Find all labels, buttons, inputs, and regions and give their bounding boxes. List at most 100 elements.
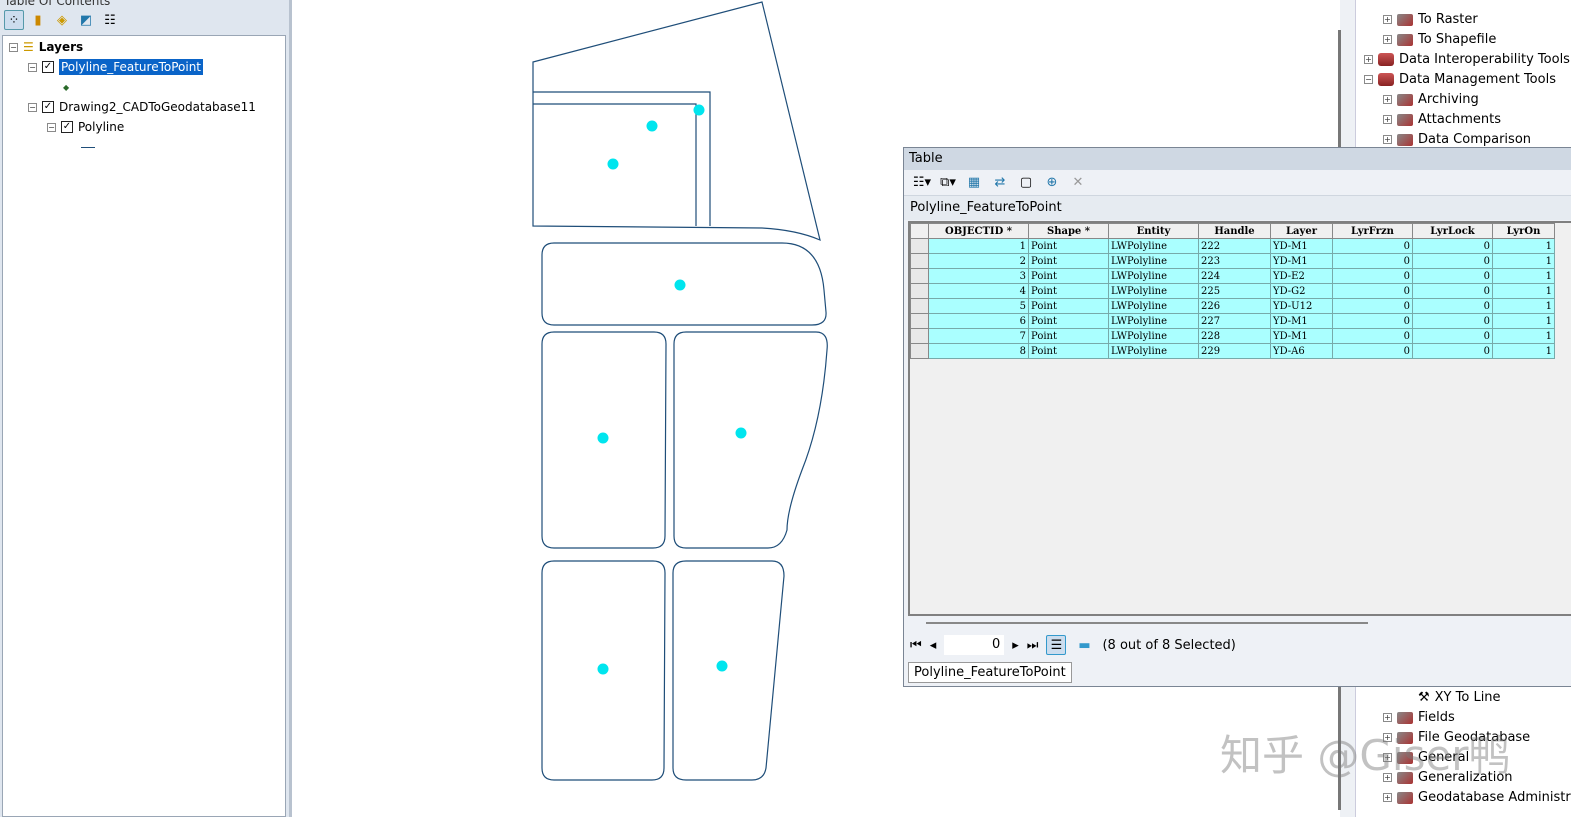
- expand-icon[interactable]: +: [1383, 95, 1392, 104]
- column-header[interactable]: OBJECTID *: [928, 223, 1029, 239]
- table-cell[interactable]: 0: [1412, 298, 1493, 314]
- expand-icon[interactable]: +: [1383, 713, 1392, 722]
- table-cell[interactable]: 0: [1412, 328, 1493, 344]
- row-selector[interactable]: [910, 298, 929, 314]
- table-cell[interactable]: 226: [1198, 298, 1271, 314]
- table-cell[interactable]: Point: [1028, 343, 1109, 359]
- toolset-item[interactable]: To Shapefile: [1418, 32, 1497, 47]
- table-cell[interactable]: 0: [1332, 313, 1413, 329]
- layer-item[interactable]: Drawing2_CADToGeodatabase11: [59, 100, 256, 114]
- collapse-icon[interactable]: −: [28, 62, 37, 72]
- table-cell[interactable]: 0: [1332, 238, 1413, 254]
- table-cell[interactable]: 1: [1492, 238, 1555, 254]
- table-cell[interactable]: 0: [1332, 283, 1413, 299]
- tool-item[interactable]: XY To Line: [1434, 690, 1501, 705]
- row-selector[interactable]: [910, 268, 929, 284]
- table-cell[interactable]: YD-A6: [1270, 343, 1333, 359]
- table-cell[interactable]: LWPolyline: [1108, 313, 1199, 329]
- table-cell[interactable]: 1: [1492, 253, 1555, 269]
- table-cell[interactable]: 5: [928, 298, 1029, 314]
- table-cell[interactable]: 223: [1198, 253, 1271, 269]
- table-cell[interactable]: 1: [1492, 343, 1555, 359]
- table-cell[interactable]: LWPolyline: [1108, 283, 1199, 299]
- toolset-item[interactable]: Generalization: [1418, 770, 1513, 785]
- table-row[interactable]: 1 Point LWPolyline 222 YD-M1 0 0 1: [910, 238, 1555, 254]
- table-cell[interactable]: LWPolyline: [1108, 253, 1199, 269]
- layer-item[interactable]: Polyline: [78, 120, 125, 134]
- table-cell[interactable]: 222: [1198, 238, 1271, 254]
- table-cell[interactable]: YD-M1: [1270, 238, 1333, 254]
- toolbox-item[interactable]: Data Management Tools: [1399, 72, 1556, 87]
- table-cell[interactable]: 227: [1198, 313, 1271, 329]
- row-selector[interactable]: [910, 283, 929, 299]
- column-header[interactable]: LyrFrzn: [1332, 223, 1413, 239]
- table-row[interactable]: 2 Point LWPolyline 223 YD-M1 0 0 1: [910, 253, 1555, 269]
- table-cell[interactable]: LWPolyline: [1108, 343, 1199, 359]
- table-cell[interactable]: 0: [1412, 283, 1493, 299]
- list-by-visibility-icon[interactable]: ◈: [57, 12, 67, 28]
- toolset-item[interactable]: Attachments: [1418, 112, 1501, 127]
- table-options-icon[interactable]: ☷▾: [912, 175, 932, 190]
- table-cell[interactable]: Point: [1028, 238, 1109, 254]
- table-cell[interactable]: 0: [1412, 313, 1493, 329]
- table-cell[interactable]: YD-M1: [1270, 313, 1333, 329]
- table-cell[interactable]: 1: [928, 238, 1029, 254]
- row-selector[interactable]: [910, 313, 929, 329]
- table-cell[interactable]: 1: [1492, 283, 1555, 299]
- layer-checkbox[interactable]: ✓: [42, 101, 54, 113]
- table-cell[interactable]: Point: [1028, 283, 1109, 299]
- row-selector[interactable]: [910, 328, 929, 344]
- first-record-icon[interactable]: ⏮: [910, 637, 922, 653]
- expand-icon[interactable]: +: [1383, 793, 1392, 802]
- table-cell[interactable]: 0: [1332, 253, 1413, 269]
- table-cell[interactable]: 0: [1412, 343, 1493, 359]
- table-cell[interactable]: YD-U12: [1270, 298, 1333, 314]
- table-cell[interactable]: 1: [1492, 328, 1555, 344]
- table-cell[interactable]: 1: [1492, 313, 1555, 329]
- collapse-icon[interactable]: −: [9, 42, 18, 52]
- column-header[interactable]: LyrLock: [1412, 223, 1493, 239]
- row-selector[interactable]: [910, 238, 929, 254]
- row-selector[interactable]: [910, 253, 929, 269]
- column-header[interactable]: Shape *: [1028, 223, 1109, 239]
- table-cell[interactable]: 1: [1492, 268, 1555, 284]
- table-cell[interactable]: YD-M1: [1270, 328, 1333, 344]
- select-by-attributes-icon[interactable]: ▦: [967, 175, 981, 190]
- expand-icon[interactable]: +: [1383, 35, 1392, 44]
- table-row[interactable]: 6 Point LWPolyline 227 YD-M1 0 0 1: [910, 313, 1555, 329]
- table-cell[interactable]: YD-M1: [1270, 253, 1333, 269]
- table-cell[interactable]: 6: [928, 313, 1029, 329]
- table-cell[interactable]: YD-E2: [1270, 268, 1333, 284]
- previous-record-icon[interactable]: ◂: [929, 637, 937, 653]
- last-record-icon[interactable]: ⏭: [1026, 637, 1039, 653]
- collapse-icon[interactable]: −: [1364, 75, 1373, 84]
- table-row[interactable]: 5 Point LWPolyline 226 YD-U12 0 0 1: [910, 298, 1555, 314]
- horizontal-scrollbar[interactable]: [926, 622, 1368, 624]
- table-cell[interactable]: 229: [1198, 343, 1271, 359]
- show-all-records-icon[interactable]: ☰: [1046, 635, 1067, 655]
- table-cell[interactable]: 0: [1412, 253, 1493, 269]
- table-cell[interactable]: 0: [1332, 343, 1413, 359]
- toolset-item[interactable]: Fields: [1418, 710, 1455, 725]
- list-by-selection-icon[interactable]: ◩: [79, 12, 93, 28]
- table-cell[interactable]: 225: [1198, 283, 1271, 299]
- table-cell[interactable]: LWPolyline: [1108, 328, 1199, 344]
- clear-selection-icon[interactable]: ▢: [1019, 175, 1033, 190]
- toolset-item[interactable]: File Geodatabase: [1418, 730, 1531, 745]
- table-cell[interactable]: 228: [1198, 328, 1271, 344]
- table-cell[interactable]: 0: [1332, 298, 1413, 314]
- table-row[interactable]: 7 Point LWPolyline 228 YD-M1 0 0 1: [910, 328, 1555, 344]
- table-cell[interactable]: Point: [1028, 268, 1109, 284]
- table-cell[interactable]: LWPolyline: [1108, 268, 1199, 284]
- table-cell[interactable]: 0: [1332, 328, 1413, 344]
- table-cell[interactable]: LWPolyline: [1108, 238, 1199, 254]
- show-selected-records-icon[interactable]: ▬: [1078, 637, 1091, 653]
- table-cell[interactable]: 0: [1412, 238, 1493, 254]
- table-cell[interactable]: 4: [928, 283, 1029, 299]
- expand-icon[interactable]: +: [1364, 55, 1373, 64]
- toolset-item[interactable]: To Raster: [1418, 12, 1478, 27]
- table-cell[interactable]: 224: [1198, 268, 1271, 284]
- layer-checkbox[interactable]: ✓: [61, 121, 73, 133]
- table-cell[interactable]: YD-G2: [1270, 283, 1333, 299]
- table-cell[interactable]: 8: [928, 343, 1029, 359]
